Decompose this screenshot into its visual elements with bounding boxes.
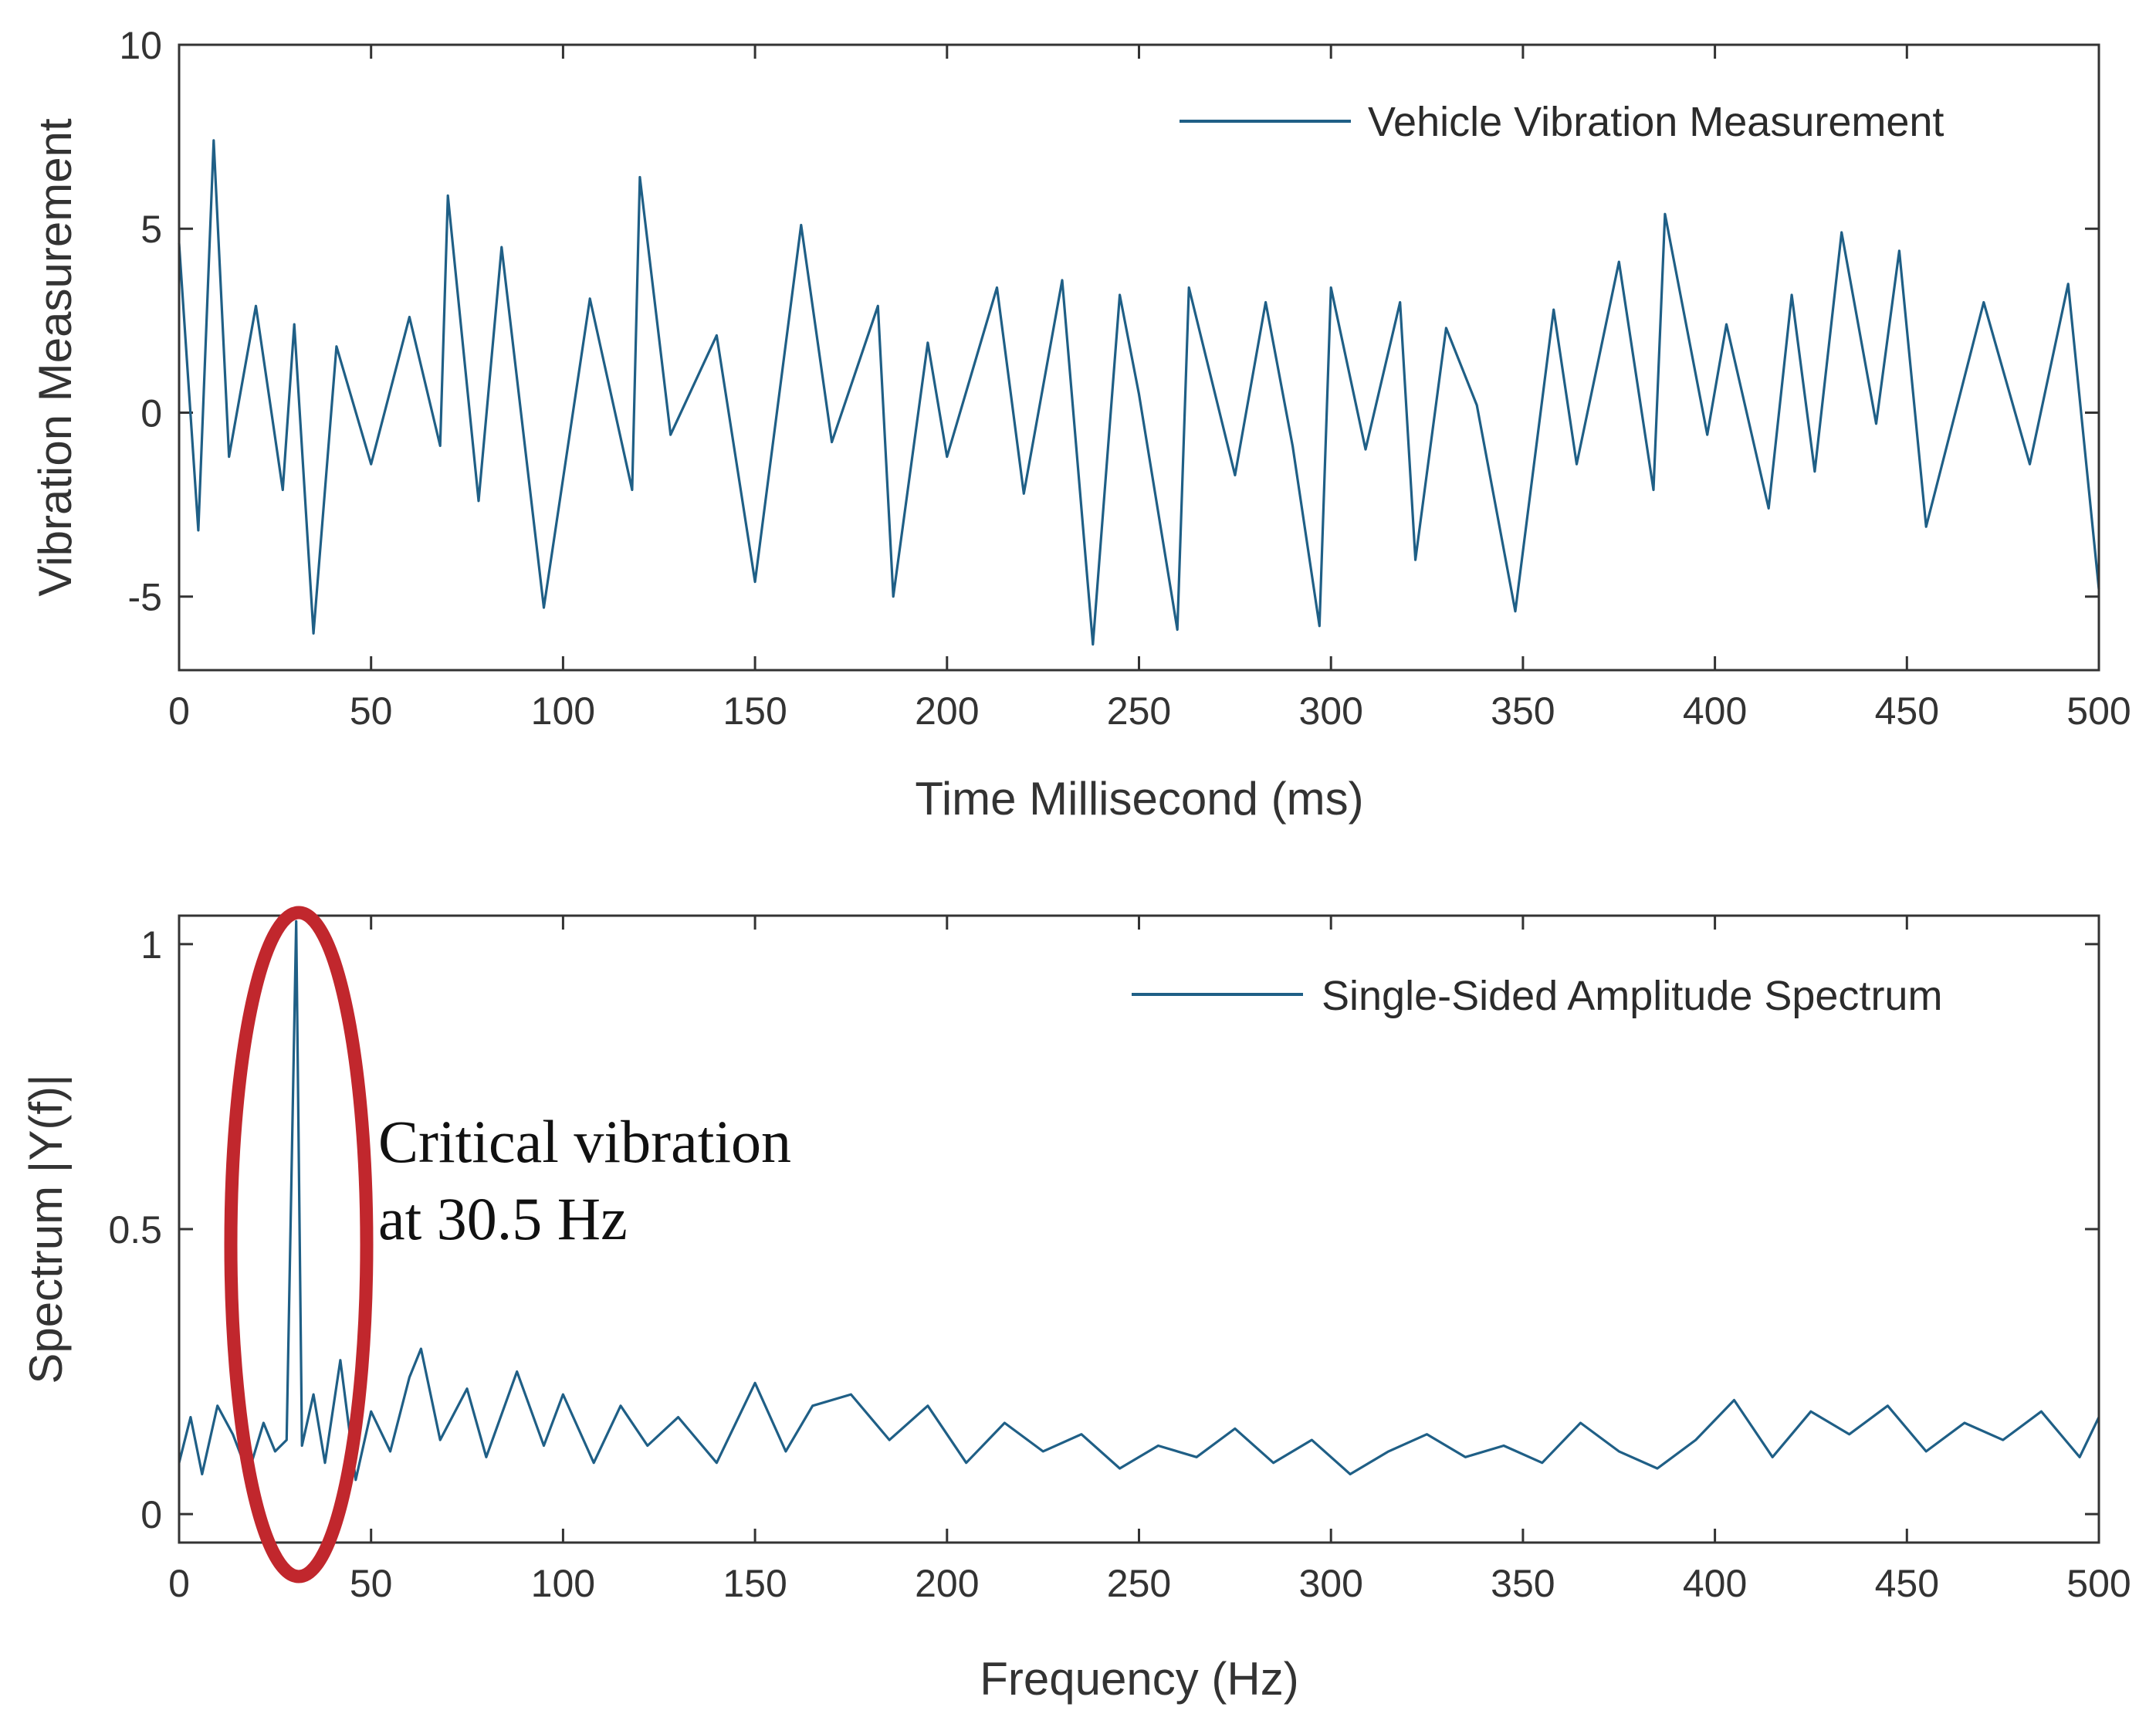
freq-x-tick-label: 0 xyxy=(168,1562,190,1605)
time-x-tick-label: 0 xyxy=(168,689,190,733)
freq-y-tick-label: 0 xyxy=(140,1493,162,1536)
freq-y-tick-label: 1 xyxy=(140,923,162,967)
time-x-tick-label: 300 xyxy=(1298,689,1362,733)
time-x-tick-label: 200 xyxy=(915,689,979,733)
time-legend: Vehicle Vibration Measurement xyxy=(1180,99,1944,145)
critical-vibration-highlight-ellipse xyxy=(224,906,374,1583)
time-x-tick-label: 150 xyxy=(723,689,787,733)
time-x-tick-label: 350 xyxy=(1491,689,1555,733)
time-y-tick-label: 0 xyxy=(140,391,162,435)
spectrum-series-group xyxy=(178,920,2100,1482)
time-domain-chart: 0 50 100 150 200 250 300 350 400 450 500 -5 0 5 10 Ti… xyxy=(29,24,2131,825)
time-x-tick-label: 250 xyxy=(1107,689,1171,733)
freq-x-tick-label: 250 xyxy=(1107,1562,1171,1605)
freq-x-tick-label: 200 xyxy=(915,1562,979,1605)
freq-series-line-0 xyxy=(178,920,2100,1482)
freq-x-tick-label: 150 xyxy=(723,1562,787,1605)
time-plot-frame xyxy=(178,43,2100,672)
time-x-tick-label: 400 xyxy=(1683,689,1747,733)
freq-x-tick-label: 350 xyxy=(1491,1562,1555,1605)
spectrum-chart: 0 50 100 150 200 250 300 350 400 450 500 00.51 Fre… xyxy=(20,906,2131,1705)
freq-x-tick-label: 300 xyxy=(1298,1562,1362,1605)
freq-legend-label: Single-Sided Amplitude Spectrum xyxy=(1322,973,1942,1019)
freq-y-tick-label: 0.5 xyxy=(108,1208,162,1252)
time-x-ticks: 0 50 100 150 200 250 300 350 400 450 500 xyxy=(168,45,2131,733)
freq-x-tick-label: 400 xyxy=(1683,1562,1747,1605)
freq-x-tick-label: 100 xyxy=(531,1562,595,1605)
time-y-tick-label: 10 xyxy=(119,24,162,67)
freq-x-axis-label: Frequency (Hz) xyxy=(980,1653,1298,1705)
critical-vibration-annotation-line2: at 30.5 Hz xyxy=(378,1185,628,1252)
freq-x-tick-label: 500 xyxy=(2066,1562,2131,1605)
time-x-tick-label: 100 xyxy=(531,689,595,733)
time-y-axis-label: Vibration Measurement xyxy=(29,118,81,597)
time-legend-label: Vehicle Vibration Measurement xyxy=(1368,99,1944,145)
time-y-tick-label: -5 xyxy=(128,576,162,619)
time-y-ticks: -5 0 5 10 xyxy=(119,24,2099,619)
time-series-line-0 xyxy=(178,139,2100,646)
freq-y-axis-label: Spectrum |Y(f)| xyxy=(20,1074,72,1384)
freq-plot-frame xyxy=(178,914,2100,1544)
time-x-tick-label: 50 xyxy=(350,689,393,733)
freq-x-tick-label: 50 xyxy=(350,1562,393,1605)
time-y-tick-label: 5 xyxy=(140,208,162,251)
critical-vibration-annotation-line1: Critical vibration xyxy=(378,1108,791,1175)
time-x-axis-label: Time Millisecond (ms) xyxy=(915,773,1363,825)
time-x-tick-label: 450 xyxy=(1875,689,1939,733)
time-series-group xyxy=(178,139,2100,646)
time-x-tick-label: 500 xyxy=(2066,689,2131,733)
freq-y-ticks: 00.51 xyxy=(108,923,2099,1536)
freq-x-tick-label: 450 xyxy=(1875,1562,1939,1605)
freq-legend: Single-Sided Amplitude Spectrum xyxy=(1132,973,1942,1019)
